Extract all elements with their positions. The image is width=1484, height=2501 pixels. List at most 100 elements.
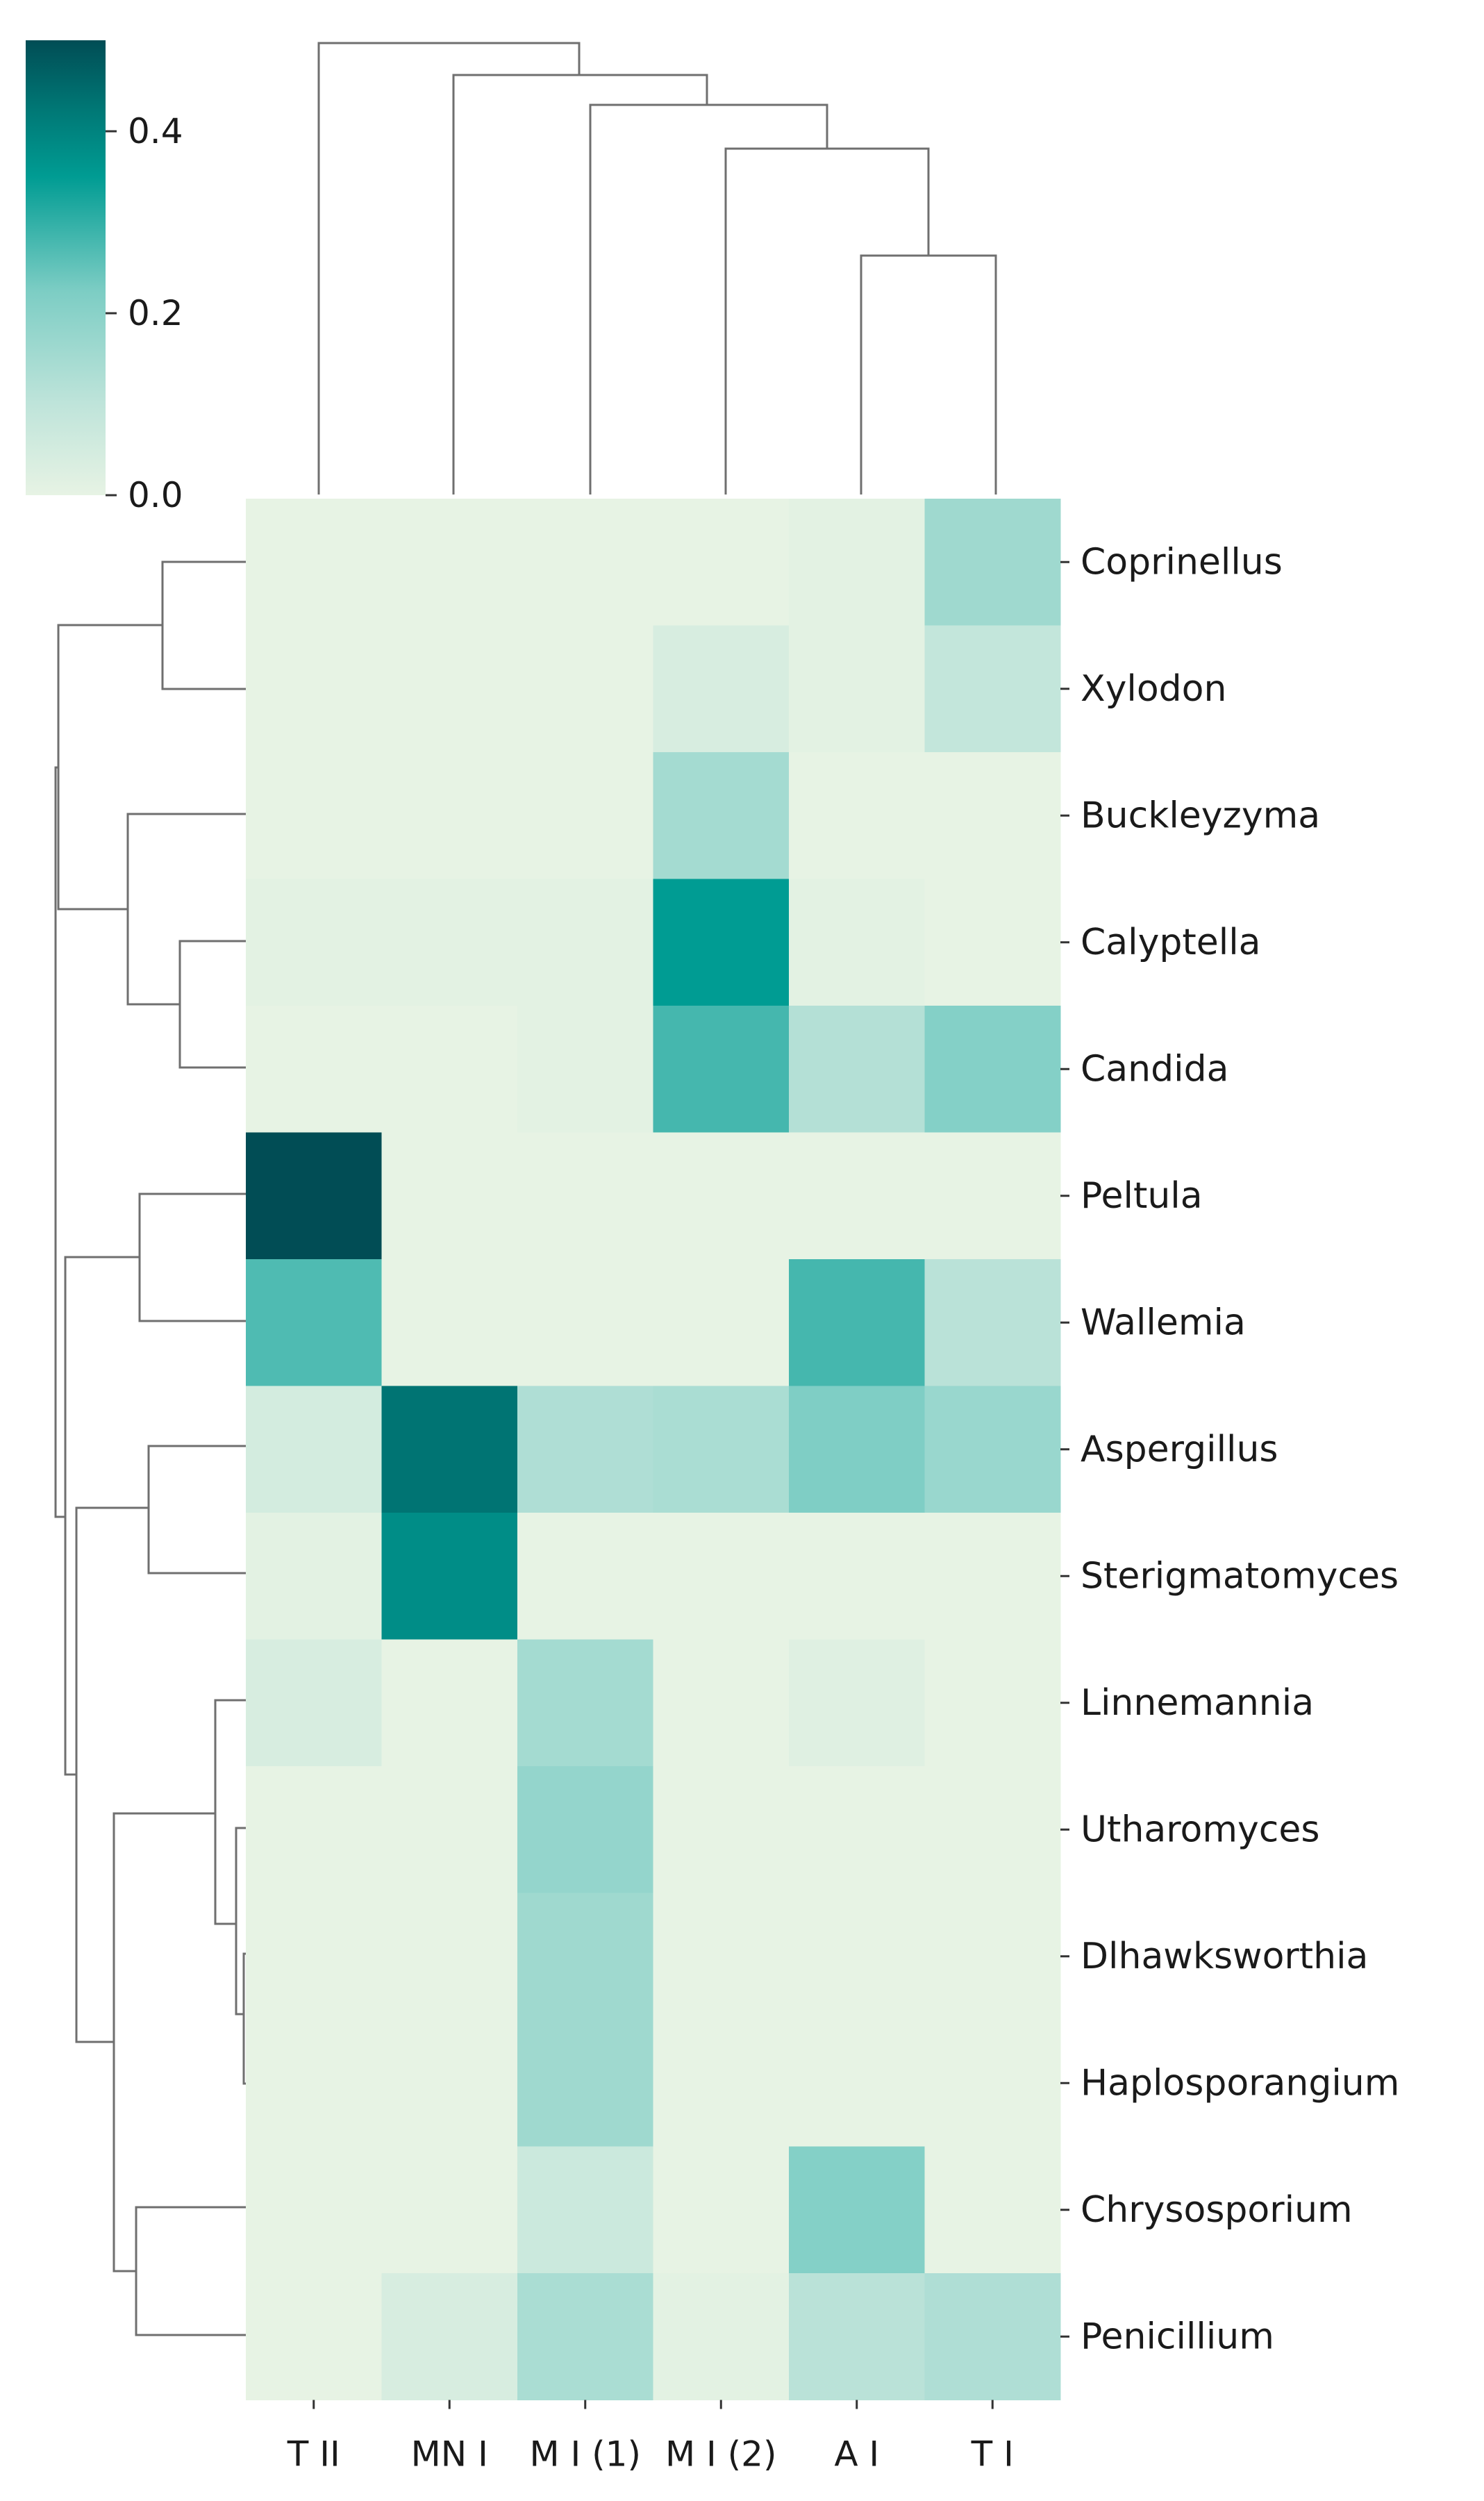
heatmap-cell <box>517 1766 654 1894</box>
heatmap-cell <box>924 2273 1061 2401</box>
heatmap-cell <box>381 1259 518 1387</box>
heatmap-cell <box>924 499 1061 626</box>
heatmap-cell <box>517 2273 654 2401</box>
row-label: Buckleyzyma <box>1081 795 1320 836</box>
heatmap-cell <box>517 1513 654 1640</box>
heatmap-cell <box>246 2146 383 2274</box>
heatmap-cell <box>789 879 926 1006</box>
row-label: Linnemannia <box>1081 1682 1314 1724</box>
heatmap-cell <box>246 2020 383 2147</box>
colorbar-tick-label: 0.2 <box>128 293 183 333</box>
heatmap-cell <box>517 1893 654 2020</box>
heatmap-cell <box>789 2146 926 2274</box>
heatmap-cell <box>517 1259 654 1387</box>
row-label: Chrysosporium <box>1081 2189 1353 2231</box>
row-label: Aspergillus <box>1081 1429 1278 1470</box>
row-dendrogram <box>54 560 246 2336</box>
heatmap-cell <box>381 752 518 880</box>
heatmap-cell <box>924 1386 1061 1513</box>
heatmap-cell <box>789 625 926 753</box>
heatmap-cell <box>517 499 654 626</box>
heatmap-cell <box>517 625 654 753</box>
heatmap-cell <box>517 1386 654 1513</box>
heatmap-cell <box>653 1513 790 1640</box>
heatmap-cell <box>789 499 926 626</box>
column-dendrogram <box>317 42 997 495</box>
heatmap-cell <box>653 1766 790 1894</box>
heatmap-cell <box>653 752 790 880</box>
heatmap-cell <box>924 1132 1061 1260</box>
row-label: Utharomyces <box>1081 1809 1319 1850</box>
heatmap-cell <box>517 1132 654 1260</box>
colorbar-gradient <box>26 40 106 495</box>
heatmap-cell <box>246 1893 383 2020</box>
heatmap-cell <box>246 1639 383 1767</box>
column-label: M I (1) <box>530 2434 642 2475</box>
heatmap-cell <box>381 1132 518 1260</box>
row-label: Xylodon <box>1081 668 1226 710</box>
heatmap-cell <box>653 2273 790 2401</box>
column-label: MN I <box>411 2434 488 2475</box>
heatmap-cell <box>246 1513 383 1640</box>
heatmap-cell <box>924 1259 1061 1387</box>
heatmap-cell <box>381 1513 518 1640</box>
row-label: Sterigmatomyces <box>1081 1555 1399 1597</box>
heatmap-cell <box>246 1259 383 1387</box>
heatmap-cell <box>246 1006 383 1133</box>
heatmap-cell <box>924 752 1061 880</box>
heatmap-cell <box>653 1259 790 1387</box>
colorbar-tick-label: 0.0 <box>128 475 183 515</box>
column-label: A I <box>834 2434 879 2475</box>
heatmap-cell <box>924 2020 1061 2147</box>
heatmap-cell <box>924 1006 1061 1133</box>
heatmap-cell <box>789 1639 926 1767</box>
heatmap-cell <box>381 1766 518 1894</box>
heatmap-cell <box>246 879 383 1006</box>
heatmap-cell <box>789 1259 926 1387</box>
heatmap-cell <box>381 1639 518 1767</box>
heatmap-cell <box>789 1766 926 1894</box>
heatmap-cell <box>381 879 518 1006</box>
column-label: T I <box>971 2434 1014 2475</box>
heatmap-cell <box>517 752 654 880</box>
heatmap-cell <box>653 1006 790 1133</box>
heatmap-cell <box>789 1513 926 1640</box>
heatmap-cell <box>653 625 790 753</box>
heatmap-cell <box>517 879 654 1006</box>
heatmap-cell <box>924 879 1061 1006</box>
row-label: Dlhawksworthia <box>1081 1936 1368 1977</box>
heatmap-cell <box>517 2020 654 2147</box>
heatmap-cell <box>517 1006 654 1133</box>
heatmap-cell <box>653 1639 790 1767</box>
heatmap-cell <box>653 1386 790 1513</box>
column-label: T II <box>287 2434 340 2475</box>
heatmap-cell <box>653 2146 790 2274</box>
heatmap-cell <box>789 2020 926 2147</box>
heatmap-cell <box>789 1386 926 1513</box>
column-label: M I (2) <box>665 2434 777 2475</box>
heatmap-cell <box>381 2020 518 2147</box>
heatmap-cell <box>381 1006 518 1133</box>
heatmap-cell <box>789 1132 926 1260</box>
column-labels: T II MN I M I (1) M I (2) A I T I <box>287 2400 1014 2475</box>
heatmap-cell <box>653 879 790 1006</box>
heatmap-cell <box>924 2146 1061 2274</box>
heatmap-cell <box>381 1893 518 2020</box>
colorbar-tick-label: 0.4 <box>128 111 183 151</box>
row-label: Haplosporangium <box>1081 2062 1399 2104</box>
heatmap-cell <box>789 1893 926 2020</box>
heatmap-cell <box>246 1386 383 1513</box>
heatmap-cell <box>246 625 383 753</box>
heatmap-cell <box>924 1893 1061 2020</box>
heatmap-cell <box>517 1639 654 1767</box>
heatmap-cell <box>381 2146 518 2274</box>
row-label: Wallemia <box>1081 1302 1246 1343</box>
heatmap-cell <box>653 1893 790 2020</box>
heatmap-cells <box>246 499 1061 2401</box>
heatmap-cell <box>789 2273 926 2401</box>
heatmap-cell <box>381 499 518 626</box>
heatmap-cell <box>246 1766 383 1894</box>
heatmap-cell <box>653 499 790 626</box>
heatmap-cell <box>517 2146 654 2274</box>
